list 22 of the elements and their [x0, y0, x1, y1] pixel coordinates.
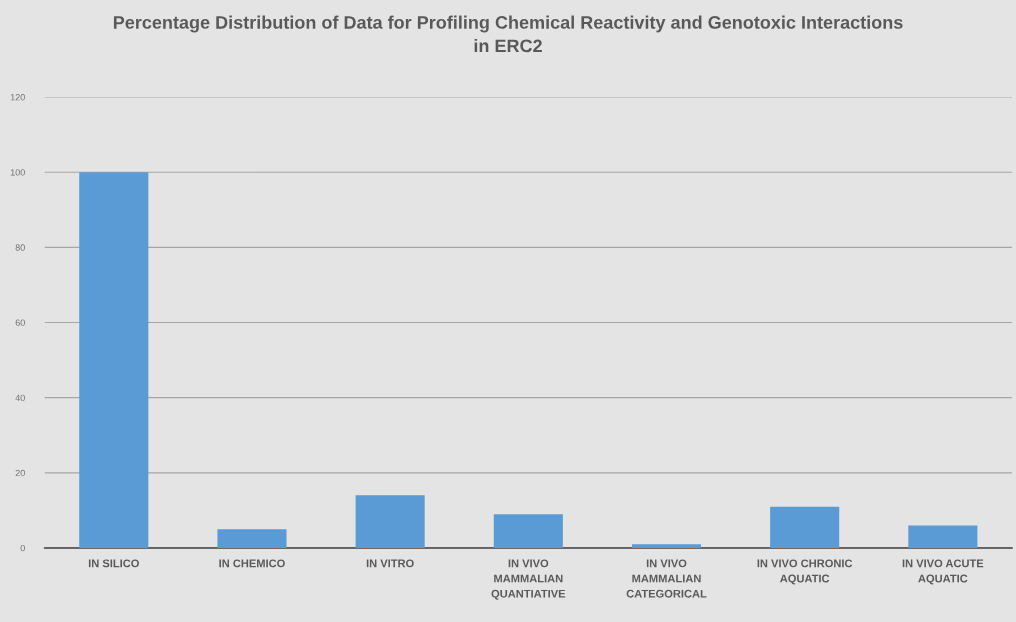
y-tick-label: 80: [15, 244, 25, 251]
y-tick-label: 20: [15, 469, 25, 477]
x-tick-label: IN VITRO: [366, 559, 414, 568]
x-tick-label: IN VIVO MAMMALIAN QUANTIATIVE: [491, 559, 566, 600]
y-tick-label: 100: [10, 169, 25, 176]
y-tick-label: 120: [10, 94, 25, 101]
bar: [631, 544, 702, 548]
y-tick-label: 0: [20, 544, 25, 552]
x-tick-label: IN SILICO: [88, 559, 139, 568]
y-tick-label: 40: [15, 394, 25, 402]
x-tick-label: IN VIVO MAMMALIAN CATEGORICAL: [626, 559, 707, 598]
bar: [908, 525, 978, 548]
bar: [355, 495, 425, 548]
y-tick-label: 60: [15, 319, 25, 326]
bar: [770, 506, 840, 548]
bar: [493, 514, 563, 548]
bar: [79, 172, 149, 548]
x-tick-label: IN CHEMICO: [219, 559, 285, 568]
chart-title: Percentage Distribution of Data for Profiling Chemical Reactivity and Genotoxic Interactions in ERC2: [113, 15, 903, 53]
x-tick-label: IN VIVO CHRONIC AQUATIC: [757, 559, 853, 585]
x-tick-label: IN VIVO ACUTE AQUATIC: [902, 559, 984, 585]
bar: [217, 529, 287, 548]
